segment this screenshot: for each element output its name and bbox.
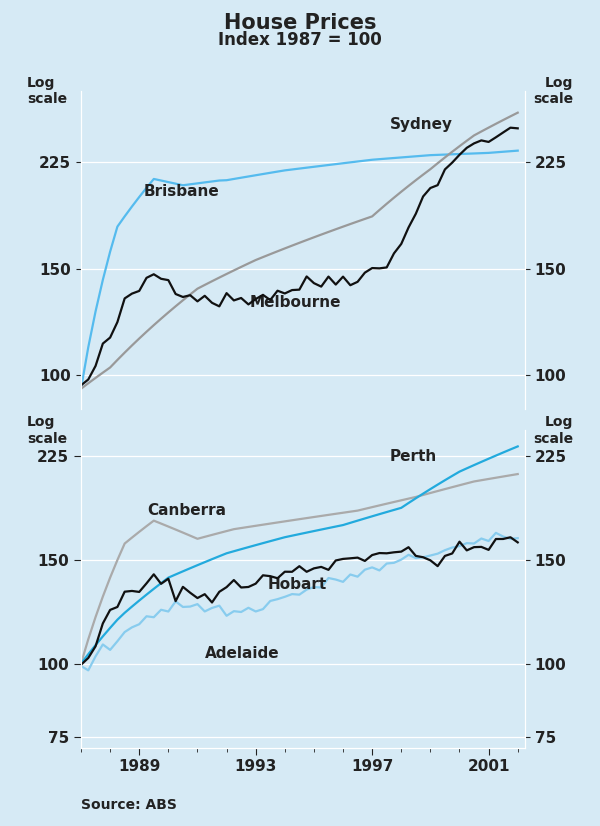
Text: Index 1987 = 100: Index 1987 = 100 — [218, 31, 382, 50]
Text: Brisbane: Brisbane — [143, 184, 219, 199]
Text: scale: scale — [27, 93, 67, 107]
Text: Log: Log — [27, 415, 55, 430]
Text: House Prices: House Prices — [224, 13, 376, 33]
Text: Source: ABS: Source: ABS — [81, 799, 177, 813]
Text: scale: scale — [533, 432, 573, 446]
Text: Log: Log — [545, 415, 573, 430]
Text: Canberra: Canberra — [148, 503, 227, 519]
Text: Log: Log — [545, 76, 573, 90]
Text: Adelaide: Adelaide — [205, 647, 280, 662]
Text: Melbourne: Melbourne — [250, 295, 341, 310]
Text: Hobart: Hobart — [268, 577, 327, 591]
Text: Log: Log — [27, 76, 55, 90]
Text: Sydney: Sydney — [389, 117, 452, 132]
Text: Perth: Perth — [389, 449, 437, 464]
Text: scale: scale — [533, 93, 573, 107]
Text: scale: scale — [27, 432, 67, 446]
